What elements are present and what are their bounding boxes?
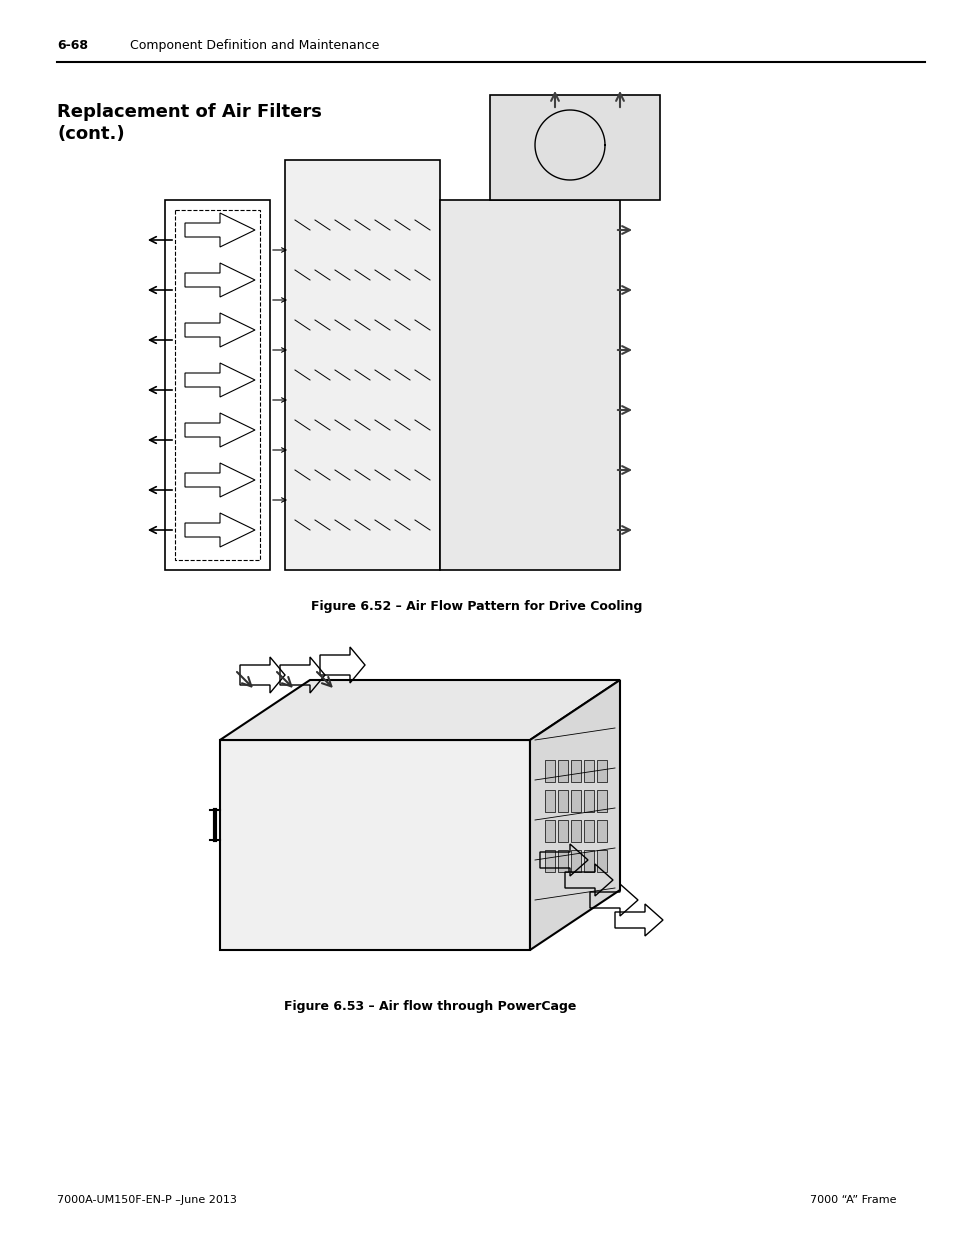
Polygon shape <box>220 680 619 740</box>
Bar <box>571 820 580 842</box>
Text: Component Definition and Maintenance: Component Definition and Maintenance <box>130 40 379 52</box>
Bar <box>597 760 606 782</box>
Polygon shape <box>285 161 439 571</box>
Bar <box>544 820 555 842</box>
Bar <box>544 760 555 782</box>
Bar <box>544 790 555 811</box>
Bar <box>558 760 567 782</box>
Text: Figure 6.52 – Air Flow Pattern for Drive Cooling: Figure 6.52 – Air Flow Pattern for Drive… <box>311 600 642 613</box>
Bar <box>544 850 555 872</box>
Bar <box>597 790 606 811</box>
Text: 6-68: 6-68 <box>57 40 88 52</box>
Bar <box>558 790 567 811</box>
Bar <box>571 790 580 811</box>
Text: 7000A-UM150F-EN-P –June 2013: 7000A-UM150F-EN-P –June 2013 <box>57 1195 236 1205</box>
Polygon shape <box>530 680 619 950</box>
Bar <box>583 790 594 811</box>
Text: (cont.): (cont.) <box>57 125 125 143</box>
Text: 7000 “A” Frame: 7000 “A” Frame <box>810 1195 896 1205</box>
Polygon shape <box>490 95 659 200</box>
Text: Figure 6.53 – Air flow through PowerCage: Figure 6.53 – Air flow through PowerCage <box>283 1000 576 1013</box>
Bar <box>558 820 567 842</box>
Bar <box>558 850 567 872</box>
Bar <box>597 850 606 872</box>
Bar <box>571 760 580 782</box>
Bar <box>571 850 580 872</box>
Bar <box>583 820 594 842</box>
Bar <box>597 820 606 842</box>
Bar <box>583 760 594 782</box>
Polygon shape <box>220 740 530 950</box>
Text: Replacement of Air Filters: Replacement of Air Filters <box>57 103 321 121</box>
Bar <box>583 850 594 872</box>
Polygon shape <box>439 200 619 571</box>
